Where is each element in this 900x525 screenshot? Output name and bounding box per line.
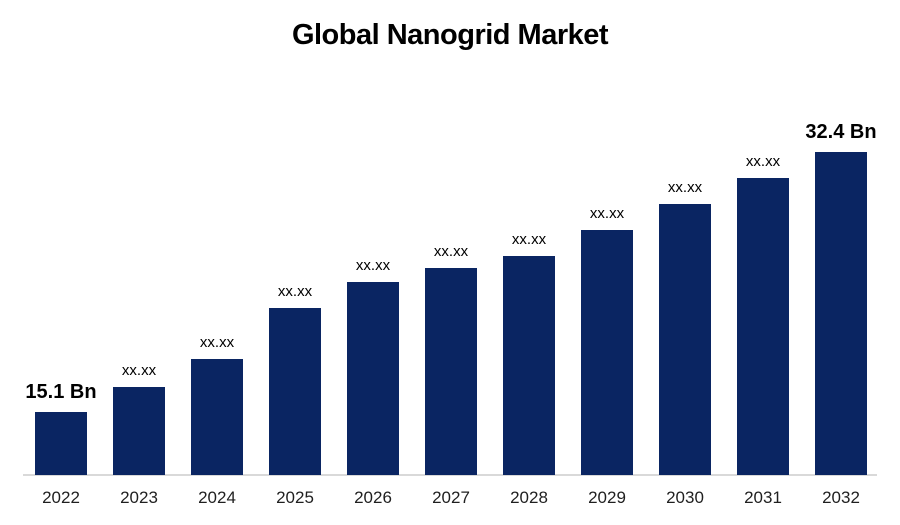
bar-2027 xyxy=(425,268,477,475)
bar-2031 xyxy=(737,178,789,475)
bar-2026 xyxy=(347,282,399,475)
bar-value-label-2025: xx.xx xyxy=(277,283,313,300)
bar-value-label-2026: xx.xx xyxy=(355,257,391,274)
bar-value-label-2022: 15.1 Bn xyxy=(25,381,97,403)
bar-2028 xyxy=(503,256,555,475)
bar-value-label-2024: xx.xx xyxy=(199,334,235,351)
bar-value-label-2032: 32.4 Bn xyxy=(805,121,877,143)
bar-2032 xyxy=(815,152,867,475)
bar-2023 xyxy=(113,387,165,475)
bar-value-label-2028: xx.xx xyxy=(511,231,547,248)
x-axis-tick-label-2032: 2032 xyxy=(822,488,860,507)
chart-title: Global Nanogrid Market xyxy=(291,19,609,51)
x-axis-tick-label-2026: 2026 xyxy=(354,488,392,507)
x-axis-tick-label-2022: 2022 xyxy=(42,488,80,507)
x-axis-tick-label-2024: 2024 xyxy=(198,488,236,507)
bar-2024 xyxy=(191,359,243,475)
bar-2025 xyxy=(269,308,321,475)
bar-value-label-2029: xx.xx xyxy=(589,205,625,222)
x-axis-tick-label-2023: 2023 xyxy=(120,488,158,507)
bar-value-label-2027: xx.xx xyxy=(433,243,469,260)
bar-value-label-2031: xx.xx xyxy=(745,153,781,170)
x-axis-tick-label-2027: 2027 xyxy=(432,488,470,507)
bar-value-label-2030: xx.xx xyxy=(667,179,703,196)
x-axis-tick-label-2031: 2031 xyxy=(744,488,782,507)
bar-2030 xyxy=(659,204,711,475)
x-axis-tick-label-2025: 2025 xyxy=(276,488,314,507)
x-axis-line xyxy=(23,474,877,476)
x-axis-tick-label-2030: 2030 xyxy=(666,488,704,507)
x-axis-tick-label-2028: 2028 xyxy=(510,488,548,507)
bar-2029 xyxy=(581,230,633,475)
bar-value-label-2023: xx.xx xyxy=(121,362,157,379)
x-axis-tick-label-2029: 2029 xyxy=(588,488,626,507)
bar-2022 xyxy=(35,412,87,475)
